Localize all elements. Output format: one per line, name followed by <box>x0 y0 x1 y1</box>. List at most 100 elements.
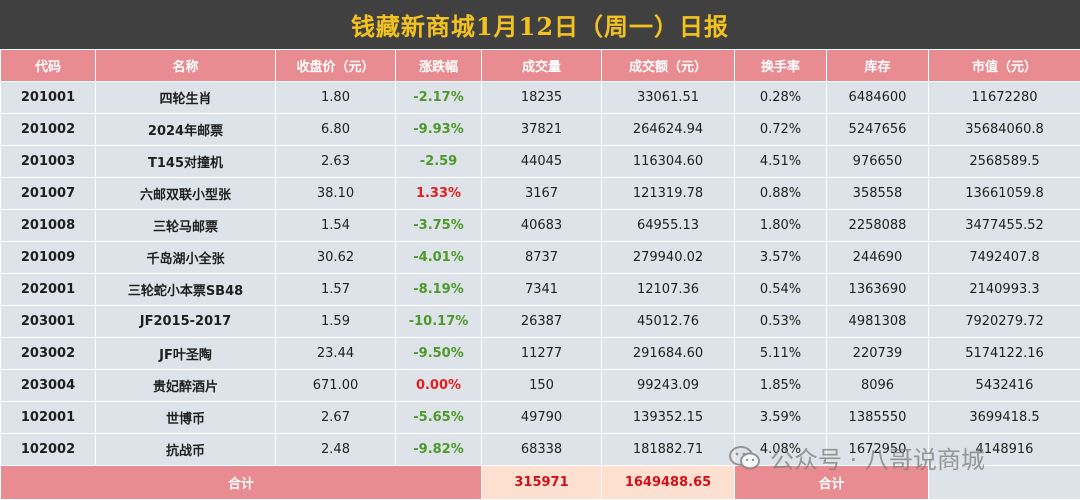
table-row: 202001 三轮蛇小本票SB48 1.57 -8.19% 7341 12107.36 0.… <box>0 273 1080 306</box>
row-market-cap: 7492407.8 <box>928 241 1080 274</box>
table-row: 201009 千岛湖小全张 30.62 -4.01% 8737 279940.02 3.57… <box>0 241 1080 274</box>
row-turnover: 3.57% <box>734 241 827 274</box>
table-row: 201001 四轮生肖 1.80 -2.17% 18235 33061.51 0.28% 64… <box>0 81 1080 114</box>
row-stock: 8096 <box>826 369 929 402</box>
row-amount: 139352.15 <box>601 401 735 434</box>
row-amount: 64955.13 <box>601 209 735 242</box>
row-change: -5.65% <box>395 401 482 434</box>
row-amount: 264624.94 <box>601 113 735 146</box>
row-change: -9.93% <box>395 113 482 146</box>
row-code: 203002 <box>0 337 96 370</box>
total-amount: 1649488.65 <box>601 465 735 500</box>
row-market-cap: 4148916 <box>928 433 1080 466</box>
table-row: 203002 JF叶圣陶 23.44 -9.50% 11277 291684.60 5.11… <box>0 337 1080 370</box>
row-change: -2.17% <box>395 81 482 114</box>
table-row: 201003 T145对撞机 2.63 -2.59 44045 116304.60 4.51… <box>0 145 1080 178</box>
row-stock: 220739 <box>826 337 929 370</box>
watermark: 公众号 · 八哥说商城 <box>728 440 985 475</box>
row-market-cap: 5432416 <box>928 369 1080 402</box>
table-row: 201007 六邮双联小型张 38.10 1.33% 3167 121319.78 0.88… <box>0 177 1080 210</box>
column-header-market-cap: 市值（元） <box>928 49 1080 82</box>
row-stock: 1385550 <box>826 401 929 434</box>
column-header-amount: 成交额（元） <box>601 49 735 82</box>
row-name: T145对撞机 <box>95 145 276 178</box>
row-close-price: 23.44 <box>275 337 396 370</box>
row-close-price: 6.80 <box>275 113 396 146</box>
row-volume: 68338 <box>481 433 602 466</box>
daily-report-table: 代码 名称 收盘价（元） 涨跌幅 成交量 成交额（元） 换手率 库存 市值（元）… <box>0 49 1080 500</box>
column-header-volume: 成交量 <box>481 49 602 82</box>
table-row: 201002 2024年邮票 6.80 -9.93% 37821 264624.94 0.7… <box>0 113 1080 146</box>
row-name: 四轮生肖 <box>95 81 276 114</box>
row-volume: 8737 <box>481 241 602 274</box>
row-close-price: 2.48 <box>275 433 396 466</box>
row-code: 201002 <box>0 113 96 146</box>
table-row: 102002 抗战币 2.48 -9.82% 68338 181882.71 4.08% 16… <box>0 433 1080 466</box>
table-row: 102001 世博币 2.67 -5.65% 49790 139352.15 3.59% 13… <box>0 401 1080 434</box>
row-code: 202001 <box>0 273 96 306</box>
row-close-price: 2.67 <box>275 401 396 434</box>
row-name: 抗战币 <box>95 433 276 466</box>
row-change: -4.01% <box>395 241 482 274</box>
row-close-price: 30.62 <box>275 241 396 274</box>
row-turnover: 1.80% <box>734 209 827 242</box>
row-close-price: 1.59 <box>275 305 396 338</box>
column-header-name: 名称 <box>95 49 276 82</box>
row-market-cap: 3699418.5 <box>928 401 1080 434</box>
row-change: -2.59 <box>395 145 482 178</box>
row-amount: 99243.09 <box>601 369 735 402</box>
header-row: 代码 名称 收盘价（元） 涨跌幅 成交量 成交额（元） 换手率 库存 市值（元） <box>0 49 1080 82</box>
row-turnover: 0.28% <box>734 81 827 114</box>
row-market-cap: 7920279.72 <box>928 305 1080 338</box>
row-name: JF2015-2017 <box>95 305 276 338</box>
row-volume: 49790 <box>481 401 602 434</box>
row-stock: 976650 <box>826 145 929 178</box>
row-amount: 291684.60 <box>601 337 735 370</box>
row-market-cap: 35684060.8 <box>928 113 1080 146</box>
row-close-price: 38.10 <box>275 177 396 210</box>
row-volume: 40683 <box>481 209 602 242</box>
row-turnover: 0.72% <box>734 113 827 146</box>
row-stock: 2258088 <box>826 209 929 242</box>
row-stock: 6484600 <box>826 81 929 114</box>
report-title: 钱藏新商城1月12日（周一）日报 <box>350 12 730 41</box>
row-turnover: 5.11% <box>734 337 827 370</box>
row-code: 102002 <box>0 433 96 466</box>
row-volume: 26387 <box>481 305 602 338</box>
row-close-price: 2.63 <box>275 145 396 178</box>
row-change: 1.33% <box>395 177 482 210</box>
row-name: 千岛湖小全张 <box>95 241 276 274</box>
row-close-price: 1.57 <box>275 273 396 306</box>
row-volume: 3167 <box>481 177 602 210</box>
row-market-cap: 13661059.8 <box>928 177 1080 210</box>
row-change: -10.17% <box>395 305 482 338</box>
row-market-cap: 5174122.16 <box>928 337 1080 370</box>
row-code: 203001 <box>0 305 96 338</box>
row-stock: 4981308 <box>826 305 929 338</box>
row-market-cap: 2140993.3 <box>928 273 1080 306</box>
row-name: 六邮双联小型张 <box>95 177 276 210</box>
row-name: 世博币 <box>95 401 276 434</box>
table-row: 203001 JF2015-2017 1.59 -10.17% 26387 45012.7… <box>0 305 1080 338</box>
column-header-code: 代码 <box>0 49 96 82</box>
row-code: 203004 <box>0 369 96 402</box>
row-turnover: 0.88% <box>734 177 827 210</box>
row-amount: 12107.36 <box>601 273 735 306</box>
row-name: JF叶圣陶 <box>95 337 276 370</box>
row-volume: 37821 <box>481 113 602 146</box>
row-volume: 7341 <box>481 273 602 306</box>
row-stock: 1672950 <box>826 433 929 466</box>
row-turnover: 3.59% <box>734 401 827 434</box>
row-amount: 116304.60 <box>601 145 735 178</box>
column-header-stock: 库存 <box>826 49 929 82</box>
totals-blank-cell <box>928 465 1080 500</box>
row-name: 2024年邮票 <box>95 113 276 146</box>
row-amount: 33061.51 <box>601 81 735 114</box>
totals-label: 合计 <box>0 465 482 500</box>
column-header-change: 涨跌幅 <box>395 49 482 82</box>
row-volume: 150 <box>481 369 602 402</box>
totals-row: 合计 315971 1649488.65 合计 <box>0 465 1080 500</box>
table-row: 201008 三轮马邮票 1.54 -3.75% 40683 64955.13 1.80% 2… <box>0 209 1080 242</box>
row-code: 102001 <box>0 401 96 434</box>
row-market-cap: 3477455.52 <box>928 209 1080 242</box>
